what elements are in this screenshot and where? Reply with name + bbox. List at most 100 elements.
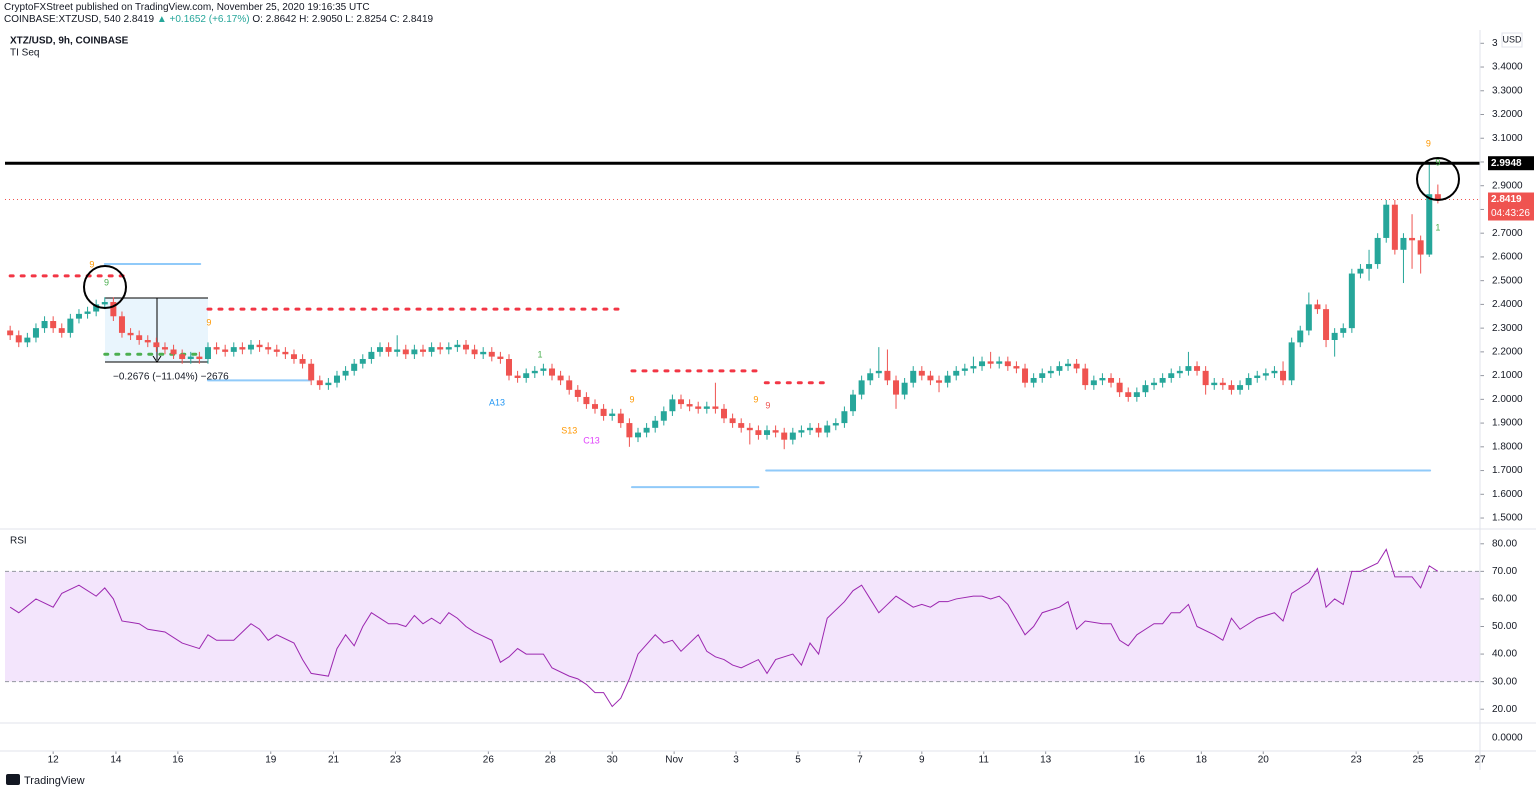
candle-body <box>144 340 151 343</box>
candle-body <box>910 370 917 383</box>
candle-body <box>454 344 461 348</box>
candle-body <box>514 375 521 378</box>
candle-body <box>1151 382 1158 386</box>
highlight-circle <box>83 265 127 309</box>
rsi-tick-label: 40.00 <box>1492 649 1517 660</box>
candle-body <box>75 313 82 319</box>
candle-body <box>652 420 659 428</box>
candle-body <box>24 337 31 343</box>
candle-body <box>953 370 960 376</box>
candle-body <box>213 347 220 350</box>
candle-body <box>497 356 504 359</box>
candle-body <box>875 370 882 374</box>
candle-body <box>1176 370 1183 374</box>
candle-body <box>548 368 555 376</box>
candle-body <box>1030 377 1037 383</box>
candle-body <box>394 349 401 352</box>
header-publisher: CryptoFXStreet published on TradingView.… <box>4 2 370 13</box>
candle-body <box>729 418 736 424</box>
candle-body <box>1417 240 1424 255</box>
candle-body <box>170 349 177 355</box>
candle-body <box>299 358 306 364</box>
candle-body <box>204 347 211 359</box>
candle-body <box>1039 373 1046 378</box>
candle-body <box>987 361 994 364</box>
candle-body <box>480 351 487 355</box>
candle-body <box>385 347 392 352</box>
candle-body <box>1383 204 1390 238</box>
candle-body <box>746 427 753 431</box>
candle-body <box>1400 237 1407 250</box>
measure-arrowhead <box>152 355 162 363</box>
candle-body <box>462 344 469 350</box>
candle-body <box>359 358 366 364</box>
candle-body <box>635 432 642 438</box>
candle-body <box>1090 380 1097 386</box>
candle-body <box>376 347 383 352</box>
candle-body <box>58 328 65 333</box>
candle-body <box>884 370 891 381</box>
candle-body <box>368 351 375 359</box>
symbol: COINBASE:XTZUSD, 540 <box>4 14 121 25</box>
x-tick-label: 5 <box>795 755 801 766</box>
seq-label: 9 <box>89 259 94 269</box>
candle-body <box>1305 304 1312 331</box>
candle-body <box>179 354 186 359</box>
candle-body <box>1142 385 1149 393</box>
candle-body <box>1211 382 1218 386</box>
candle-body <box>256 344 263 348</box>
x-tick-label: 3 <box>733 755 739 766</box>
candle-body <box>781 432 788 440</box>
candle-body <box>1185 366 1192 371</box>
candle-body <box>1280 370 1287 381</box>
candle-body <box>1116 382 1123 393</box>
candle-body <box>600 408 607 416</box>
candle-body <box>566 380 573 390</box>
candle-body <box>678 399 685 405</box>
seq-label: 1 <box>537 349 542 359</box>
x-tick-label: 18 <box>1196 755 1208 766</box>
y-tick-label: 2.5000 <box>1492 275 1523 286</box>
header-quote: COINBASE:XTZUSD, 540 2.8419 ▲ +0.1652 (+… <box>4 14 433 25</box>
x-tick-label: 13 <box>1040 755 1052 766</box>
candle-body <box>290 354 297 359</box>
candle-body <box>703 406 710 409</box>
candle-body <box>815 427 822 433</box>
candle-body <box>531 370 538 374</box>
candle-body <box>738 423 745 428</box>
x-tick-label: 9 <box>919 755 925 766</box>
candle-body <box>1194 366 1201 371</box>
candle-body <box>1357 268 1364 274</box>
seq-label: 9 <box>1435 157 1440 167</box>
rsi-tick-label: 60.00 <box>1492 594 1517 605</box>
candle-body <box>333 375 340 383</box>
candle-body <box>325 382 332 386</box>
candle-body <box>609 413 616 416</box>
candle-body <box>583 396 590 405</box>
candle-body <box>1245 377 1252 386</box>
candle-body <box>110 302 117 317</box>
candle-body <box>101 302 108 305</box>
candle-body <box>996 361 1003 364</box>
y-tick-label: 3.2000 <box>1492 109 1523 120</box>
candle-body <box>1013 366 1020 369</box>
y-tick-label: 3 <box>1492 38 1498 49</box>
candle-body <box>867 373 874 381</box>
rsi-line <box>9 548 1439 708</box>
candle-body <box>1288 342 1295 381</box>
footer: TradingView <box>24 775 85 787</box>
x-tick-label: 26 <box>483 755 495 766</box>
candle-body <box>136 335 143 341</box>
rsi-tick-label: 70.00 <box>1492 566 1517 577</box>
candle-body <box>695 406 702 409</box>
price-label: 2.8419 <box>1491 194 1522 205</box>
lower-tick-label: 0.0000 <box>1492 733 1523 744</box>
y-tick-label: 2.7000 <box>1492 228 1523 239</box>
candle-body <box>342 370 349 376</box>
candle-body <box>1348 273 1355 329</box>
candle-body <box>67 318 74 333</box>
candle-body <box>1391 204 1398 250</box>
x-tick-label: 19 <box>265 755 277 766</box>
candle-body <box>411 349 418 355</box>
candle-body <box>626 423 633 438</box>
